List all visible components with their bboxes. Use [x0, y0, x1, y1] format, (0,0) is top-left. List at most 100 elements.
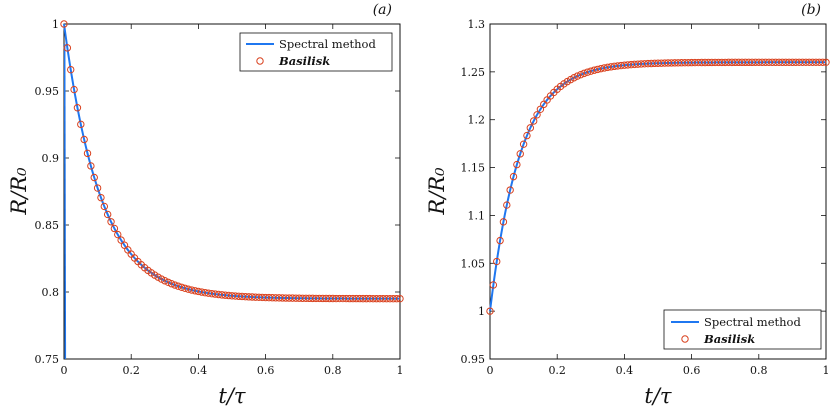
panel-b-basilisk-point — [590, 66, 598, 74]
panel-b-ytick-label: 1.25 — [461, 66, 486, 79]
panel-b-series-line — [489, 61, 826, 312]
panel-a-legend: Spectral method Basilisk — [239, 32, 393, 72]
panel-a-series-line — [63, 23, 400, 360]
panel-a-xtick-label: 0.2 — [122, 364, 140, 377]
panel-b-basilisk-point — [533, 111, 541, 119]
panel-a-basilisk-point — [70, 85, 78, 94]
panel-b-basilisk-point — [573, 72, 582, 80]
panel-b-basilisk-point — [600, 64, 608, 72]
panel-b-basilisk-point — [570, 74, 578, 82]
panel-b-spectral-line — [489, 61, 826, 312]
panel-b-basilisk-point — [593, 65, 602, 74]
panel-a-xtick-label: 0.4 — [190, 364, 208, 377]
panel-b-legend: Spectral method Basilisk — [663, 309, 822, 350]
panel-b-xlabel: t/τ — [644, 384, 672, 408]
panel-a-legend-marker-swatch — [256, 57, 264, 65]
panel-a: 0 0.2 0.4 0.6 0.8 1 0.75 0.8 0.85 0.9 0.95 1 (a) t/… — [7, 2, 404, 408]
panel-b-basilisk-point — [818, 58, 827, 66]
panel-a-ytick-label: 1 — [52, 18, 59, 31]
panel-a-basilisk-point — [187, 286, 196, 294]
panel-b-basilisk-point — [513, 160, 521, 169]
panel-b-basilisk-point — [516, 150, 524, 158]
panel-b-basilisk-point — [489, 281, 498, 289]
panel-b: 0 0.2 0.4 0.6 0.8 1 0.95 1 1.05 1.1 1.15 1.2 1.25 1.3… — [425, 2, 830, 408]
panel-b-basilisk-point — [503, 201, 511, 209]
panel-a-series-markers — [60, 20, 404, 303]
panel-b-legend-marker-swatch — [681, 335, 689, 343]
panel-a-basilisk-point — [83, 149, 92, 158]
panel-a-ticks: 0 0.2 0.4 0.6 0.8 1 0.75 0.8 0.85 0.9 0.95 1 — [35, 18, 404, 377]
panel-a-basilisk-point — [161, 277, 169, 285]
panel-a-xtick-label: 1 — [397, 364, 404, 377]
panel-b-basilisk-point — [529, 117, 538, 125]
panel-a-label: (a) — [373, 2, 392, 18]
panel-a-legend-label-basilisk: Basilisk — [278, 54, 330, 68]
panel-b-basilisk-point — [506, 186, 514, 194]
panel-b-ytick-label: 1.15 — [461, 162, 486, 175]
panel-b-ytick-label: 1.1 — [468, 209, 486, 222]
panel-a-basilisk-point — [177, 283, 186, 291]
panel-b-basilisk-point — [523, 131, 531, 140]
panel-a-legend-label-spectral: Spectral method — [279, 37, 376, 51]
panel-b-basilisk-point — [587, 67, 595, 75]
panel-a-spectral-initial-transient — [63, 44, 67, 360]
panel-b-legend-label-basilisk: Basilisk — [703, 332, 755, 346]
panel-a-basilisk-point — [60, 20, 68, 28]
panel-a-basilisk-point — [181, 284, 189, 292]
panel-b-basilisk-point — [526, 124, 535, 132]
panel-a-basilisk-point — [396, 294, 404, 303]
panel-a-basilisk-point — [97, 193, 105, 202]
panel-a-basilisk-point — [171, 281, 179, 289]
panel-a-ytick-label: 0.9 — [42, 152, 60, 165]
panel-a-basilisk-point — [117, 236, 125, 244]
panel-a-basilisk-point — [73, 104, 82, 112]
panel-b-basilisk-point — [597, 64, 605, 73]
panel-b-ytick-label: 1.3 — [468, 18, 486, 31]
panel-b-ytick-label: 1.2 — [468, 114, 486, 127]
panel-a-ytick-label: 0.95 — [35, 85, 60, 98]
panel-a-xtick-label: 0.6 — [257, 364, 275, 377]
panel-a-ytick-label: 0.75 — [35, 353, 60, 366]
panel-a-basilisk-point — [80, 135, 88, 144]
panel-a-basilisk-point — [194, 287, 203, 296]
panel-a-basilisk-point — [63, 44, 72, 52]
panel-b-xtick-label: 0.4 — [616, 364, 634, 377]
panel-b-basilisk-point — [499, 218, 508, 226]
panel-b-ticks: 0 0.2 0.4 0.6 0.8 1 0.95 1 1.05 1.1 1.15 1.2 1.25 1.3 — [461, 18, 830, 377]
panel-a-basilisk-point — [100, 202, 109, 211]
panel-a-basilisk-point — [93, 184, 102, 192]
panel-b-xtick-label: 0 — [487, 364, 494, 377]
panel-b-basilisk-point — [583, 68, 592, 76]
panel-b-label: (b) — [801, 2, 821, 18]
panel-b-series-markers — [486, 58, 830, 315]
panel-b-basilisk-point — [496, 236, 504, 245]
panel-a-basilisk-point — [107, 218, 115, 226]
panel-a-xlabel: t/τ — [218, 384, 246, 408]
panel-b-xtick-label: 0.2 — [548, 364, 566, 377]
panel-a-ytick-label: 0.85 — [35, 219, 60, 232]
panel-b-basilisk-point — [822, 58, 830, 66]
panel-b-ytick-label: 0.95 — [461, 353, 486, 366]
panel-a-basilisk-point — [164, 278, 172, 286]
panel-b-basilisk-point — [509, 172, 518, 181]
panel-b-basilisk-point — [486, 307, 494, 315]
panel-b-ytick-label: 1 — [478, 305, 485, 318]
panel-a-basilisk-point — [103, 210, 112, 219]
panel-b-legend-label-spectral: Spectral method — [704, 315, 801, 329]
panel-a-xtick-label: 0 — [61, 364, 68, 377]
panel-b-basilisk-point — [536, 105, 545, 113]
panel-a-basilisk-point — [184, 285, 193, 293]
panel-b-basilisk-point — [519, 140, 528, 148]
panel-b-frame — [489, 23, 827, 360]
panel-b-legend-box — [663, 309, 822, 350]
panel-a-frame — [63, 23, 401, 360]
panel-b-basilisk-point — [580, 69, 588, 78]
panel-b-basilisk-point — [577, 70, 585, 79]
panel-a-ytick-label: 0.8 — [42, 286, 60, 299]
panel-b-xtick-label: 1 — [823, 364, 830, 377]
panel-a-xtick-label: 0.8 — [324, 364, 342, 377]
panel-a-basilisk-point — [114, 230, 122, 239]
panel-a-legend-box — [239, 32, 393, 72]
panel-a-basilisk-point — [392, 294, 401, 303]
panel-a-basilisk-point — [174, 282, 182, 290]
